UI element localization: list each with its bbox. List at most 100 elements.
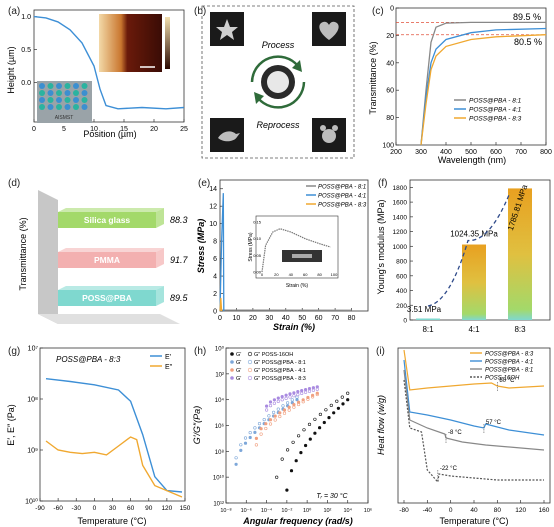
y-tick-label: 0.5 [21,47,31,54]
x-tick-label: -80 [399,507,409,514]
x-axis-label: Strain (%) [273,322,315,332]
modulus-point [259,427,263,431]
panel-letter: (i) [376,346,385,357]
modulus-point [264,408,269,412]
modulus-point [313,431,317,435]
x-tick-label: -30 [72,505,82,512]
modulus-point [292,405,296,409]
y-tick-label: 80 [386,115,394,122]
x-axis-label: Wavelength (nm) [438,155,506,165]
y-axis-label: Height (µm) [6,46,16,93]
modulus-point [300,391,304,396]
legend-entry: POSS@PBA - 4:1 [469,107,522,114]
modulus-point [239,448,243,452]
modulus-point [278,414,282,419]
modulus-point [329,403,333,407]
legend-marker [230,352,234,356]
x-tick-label: 80 [494,507,502,514]
x-tick-label: 0 [449,507,453,514]
modulus-bar [508,188,532,320]
legend-marker [247,375,253,381]
x-tick-label: 10⁴ [343,507,352,514]
annotation-89-5: 89.5 % [513,12,541,22]
legend-entry: G″ POSS-16OH [254,352,293,358]
inset-y-tick: 0.00 [253,270,262,275]
y-axis-label: Young's modulus (MPa) [376,200,386,295]
panel-letter: (e) [198,178,210,189]
inset-x-tick: 20 [274,272,279,277]
x-tick-label: -40 [423,507,433,514]
modulus-point [268,400,273,404]
modulus-point [276,396,280,400]
modulus-point [288,395,292,399]
modulus-point [243,441,248,445]
modulus-point [282,411,287,415]
modulus-point [299,450,303,455]
sample-dot [64,97,71,103]
modulus-point [253,426,257,430]
modulus-point [346,398,350,402]
inset-x-tick: 80 [317,272,322,277]
x-tick-label: 40 [470,507,478,514]
modulus-point [273,414,277,418]
legend-entry: G′ [236,376,241,382]
transition-annotation: -8 °C [448,430,462,436]
bar-label: POSS@PBA [82,293,132,303]
dsc-curve [403,369,545,451]
modulus-point [290,398,294,402]
sample-dot [47,90,54,96]
value-label: 3.51 MPa [407,305,442,314]
modulus-point [273,418,277,422]
legend-entry: POSS@PBA - 8:1 [485,368,533,374]
transmittance-line [420,27,547,146]
modulus-point [308,437,312,441]
modulus-point [287,408,291,412]
y-axis-label: Transmittance (%) [18,217,28,290]
y-axis-label: Stress (MPa) [196,219,206,274]
sample-dot [73,104,79,110]
sample-dot [56,97,62,103]
modulus-point [296,402,301,407]
x-tick-label: 10⁻² [281,508,292,514]
inset-x-tick: 0 [261,272,264,277]
legend-entry: G″ POSS@PBA - 4:1 [254,368,306,374]
modulus-point [327,415,331,420]
panel-e: (e) 0 2 4 6 8 10 12 14 0 10 20 30 40 50 60 70 80 POSS@PB… [196,178,369,332]
y-tick-label: 0 [213,309,217,316]
modulus-point [315,392,319,397]
sample-dot [81,97,88,103]
inset-x-tick: 60 [303,272,308,277]
legend-marker [247,359,253,365]
inset-y-tick: 0.10 [253,236,262,241]
modulus-point [300,388,304,393]
modulus-point [336,406,340,410]
modulus-point [264,422,268,426]
modulus-point [254,443,258,447]
modulus-line [45,378,183,493]
modulus-point [295,398,299,402]
y-tick-label: 1600 [393,200,408,207]
modulus-point [257,421,262,426]
x-tick-label: 10⁻⁸ [220,507,231,514]
dsc-curve [403,379,544,484]
process-label: Process [262,40,295,50]
inset-x-tick: 100 [331,272,338,277]
modulus-point [253,430,257,434]
y-tick-label: 10⁰ [215,346,225,353]
x-axis-label: Temperature (°C) [439,516,508,526]
trend-arrow [427,192,511,307]
sample-dot [56,104,62,110]
x-tick-label: 0 [93,505,97,512]
inset-y-label: Stress (MPa) [248,232,254,262]
y-tick-label: 0.0 [21,80,31,87]
bar-value: 91.7 [170,255,189,265]
sample-dot [56,90,62,96]
x-tick-label: 10⁰ [303,507,312,514]
x-tick-label: 5 [62,126,66,133]
reprocess-label: Reprocess [256,120,300,130]
modulus-point [248,430,252,435]
modulus-point [276,407,280,411]
modulus-point [318,412,322,416]
